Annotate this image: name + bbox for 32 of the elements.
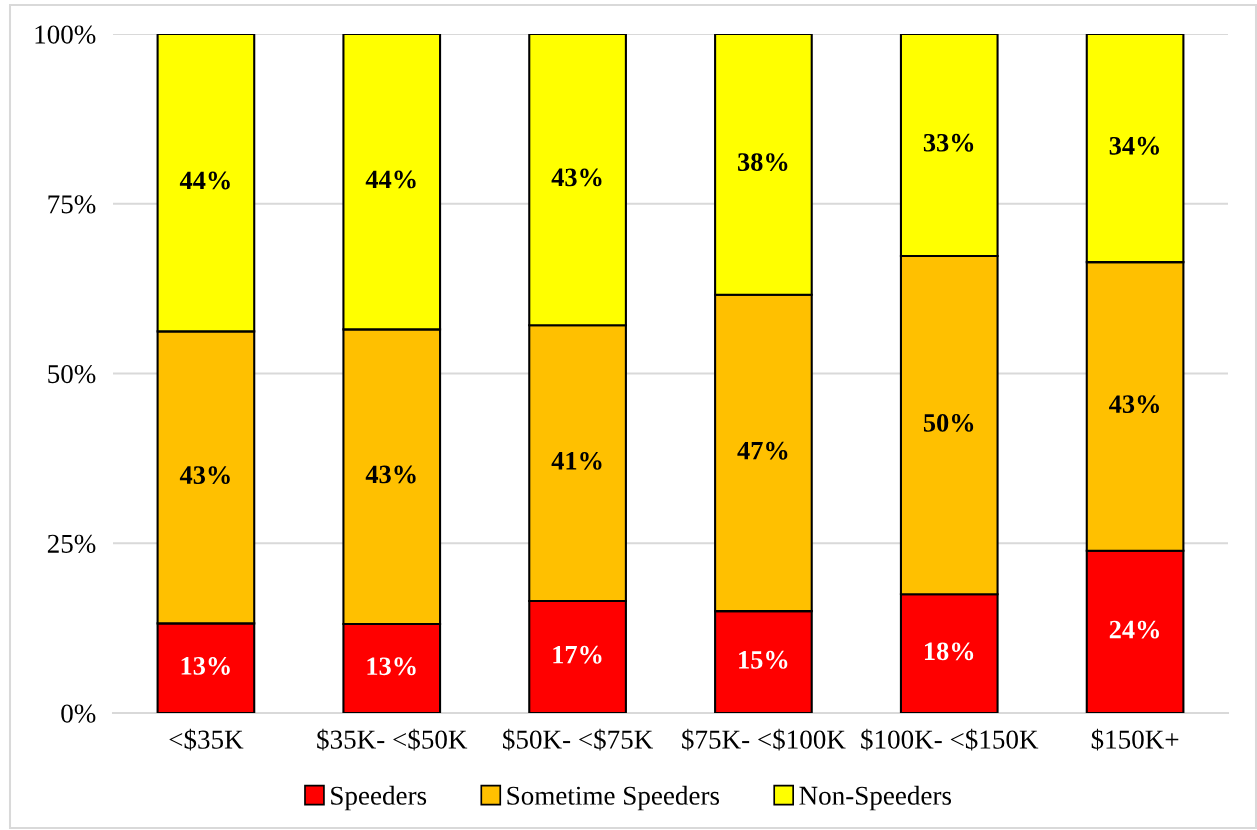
data-label: 34%	[1109, 136, 1159, 155]
data-label: 47%	[737, 441, 788, 460]
data-label: 43%	[365, 465, 416, 484]
legend-label: Non-Speeders	[799, 785, 952, 811]
data-label: 33%	[923, 133, 974, 152]
data-label: 13%	[367, 657, 416, 676]
data-label: 24%	[1109, 620, 1159, 639]
data-label: 43%	[1109, 395, 1159, 414]
data-label: 44%	[365, 170, 416, 189]
y-tick-label: 25%	[47, 534, 96, 553]
data-label: 43%	[179, 466, 230, 485]
x-tick-label: $150K+	[1091, 728, 1179, 751]
data-label: 18%	[924, 642, 974, 661]
y-tick-label: 75%	[48, 195, 96, 214]
x-tick-label: $35K- <$50K	[317, 728, 468, 751]
y-tick-label: 100%	[35, 25, 96, 44]
legend-label: Speeders	[331, 785, 427, 811]
data-label: 13%	[181, 656, 230, 675]
data-label: 50%	[923, 413, 974, 432]
data-label: 43%	[551, 168, 602, 187]
x-tick-label: <$35K	[169, 728, 244, 751]
legend-label: Sometime Speeders	[507, 785, 720, 811]
x-tick-label: $75K- <$100K	[682, 728, 846, 751]
data-label: 17%	[553, 645, 602, 664]
data-label: 41%	[551, 451, 602, 470]
y-tick-label: 50%	[48, 364, 96, 384]
data-label: 44%	[179, 171, 230, 190]
data-label: 15%	[739, 650, 788, 669]
x-tick-label: $100K- <$150K	[861, 728, 1039, 751]
x-tick-label: $50K- <$75K	[503, 728, 654, 751]
y-tick-label: 0%	[61, 704, 96, 723]
data-label: 38%	[738, 153, 788, 172]
